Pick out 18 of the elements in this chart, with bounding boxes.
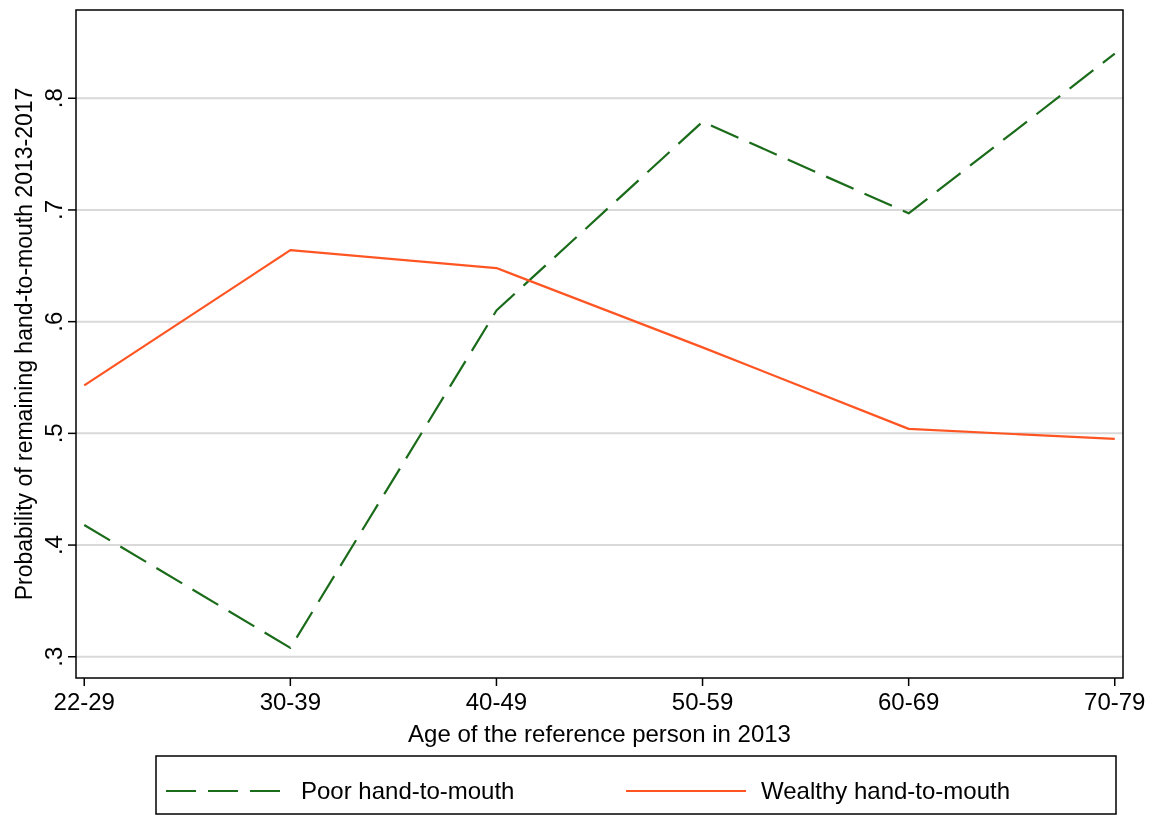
x-tick-label: 22-29	[53, 688, 115, 715]
x-tick-label: 50-59	[671, 688, 734, 715]
y-tick-label: .8	[40, 88, 67, 109]
x-tick-label: 60-69	[877, 688, 940, 715]
legend-label: Poor hand-to-mouth	[301, 777, 515, 804]
y-tick-label: .3	[40, 646, 67, 667]
x-tick-label: 40-49	[465, 688, 528, 715]
y-tick-label: .7	[40, 199, 67, 220]
legend-label: Wealthy hand-to-mouth	[761, 777, 1011, 804]
y-tick-label: .5	[40, 423, 67, 444]
x-axis-title: Age of the reference person in 2013	[408, 720, 791, 747]
x-tick-label: 70-79	[1084, 688, 1146, 715]
x-tick-label: 30-39	[259, 688, 322, 715]
y-tick-label: .6	[40, 311, 67, 332]
line-series	[83, 52, 1116, 649]
y-tick-label: .4	[40, 535, 67, 556]
line-series	[83, 249, 1116, 441]
y-axis-title: Probability of remaining hand-to-mouth 2013-2017	[11, 87, 37, 601]
